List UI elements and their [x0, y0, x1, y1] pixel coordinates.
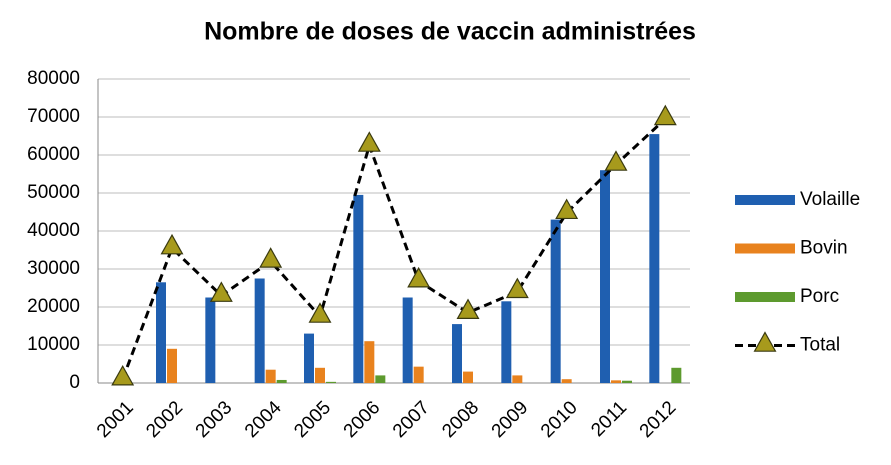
bar — [353, 194, 364, 383]
x-tick-label: 2011 — [587, 397, 631, 441]
x-tick-label: 2012 — [636, 397, 681, 442]
y-tick-label: 20000 — [27, 296, 80, 317]
bar — [413, 366, 424, 383]
bar — [600, 170, 610, 383]
x-tick-label: 2001 — [93, 397, 138, 442]
legend-label: Total — [800, 335, 840, 356]
y-tick-label: 30000 — [27, 258, 80, 279]
y-tick-label: 10000 — [27, 334, 80, 355]
bar — [315, 367, 325, 383]
legend-label: Porc — [800, 286, 839, 307]
y-tick-label: 60000 — [27, 144, 80, 165]
legend-label: Volaille — [800, 189, 860, 210]
x-tick-label: 2002 — [142, 397, 187, 442]
marker — [160, 233, 184, 255]
bar — [265, 369, 276, 383]
bar — [501, 301, 512, 383]
bar — [550, 219, 561, 383]
x-tick-label: 2006 — [340, 397, 385, 442]
x-tick-label: 2003 — [192, 397, 237, 442]
x-tick-label: 2004 — [241, 397, 286, 442]
bar — [156, 282, 166, 383]
marker — [259, 247, 283, 268]
bar — [364, 341, 375, 383]
marker — [209, 281, 233, 302]
marker — [555, 198, 579, 220]
bar — [276, 379, 287, 383]
marker — [653, 104, 677, 126]
bar — [402, 297, 413, 383]
y-tick-label: 80000 — [27, 68, 80, 89]
y-tick-label: 50000 — [27, 182, 80, 203]
x-tick-label: 2009 — [488, 397, 533, 442]
bar — [649, 134, 660, 383]
legend-marker — [753, 331, 777, 352]
legend-swatch — [735, 195, 795, 205]
bar — [254, 278, 265, 383]
chart-title: Nombre de doses de vaccin administrées — [204, 18, 696, 46]
x-tick-label: 2007 — [389, 397, 434, 442]
line — [121, 117, 667, 380]
bar — [205, 297, 216, 383]
bar — [463, 371, 473, 383]
y-tick-label: 70000 — [27, 106, 80, 127]
bar — [167, 348, 177, 383]
bar — [611, 380, 621, 383]
bar — [561, 379, 572, 383]
bar — [512, 375, 523, 383]
bar — [622, 380, 632, 383]
y-tick-label: 40000 — [27, 220, 80, 241]
x-tick-label: 2010 — [537, 397, 582, 442]
bar — [452, 324, 462, 383]
marker — [456, 298, 480, 319]
x-tick-label: 2008 — [438, 397, 483, 442]
legend-label: Bovin — [800, 238, 848, 259]
legend-swatch — [735, 292, 795, 302]
marker — [357, 131, 381, 152]
bar — [375, 375, 386, 383]
bar — [304, 333, 314, 383]
marker — [111, 364, 135, 386]
x-tick-label: 2005 — [290, 397, 335, 442]
marker — [407, 266, 431, 288]
legend-swatch — [735, 243, 795, 254]
marker — [308, 302, 332, 323]
marker — [505, 277, 529, 299]
bar — [326, 381, 336, 383]
bar — [671, 367, 682, 383]
y-tick-label: 0 — [69, 372, 80, 393]
marker — [604, 150, 628, 171]
